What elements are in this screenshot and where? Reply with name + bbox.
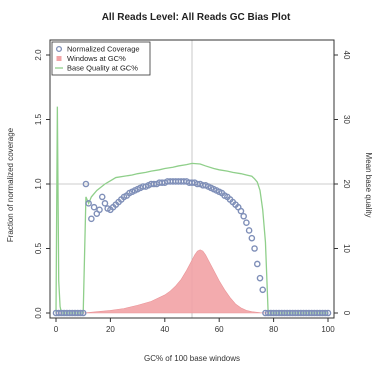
coverage-point [85, 200, 92, 207]
y2-tick-label: 40 [342, 51, 351, 60]
coverage-point [243, 219, 250, 226]
x-tick-label: 0 [54, 325, 59, 334]
y2-tick-label: 10 [342, 244, 351, 253]
x-tick-label: 40 [160, 325, 169, 334]
x-axis-label: GC% of 100 base windows [144, 354, 240, 363]
coverage-point [256, 274, 264, 282]
axes: 0 20 40 60 80 100 0.0 0.5 1.0 1.5 2.0 0 10 20 30 40 [34, 39, 351, 334]
legend-marker-square [56, 56, 62, 61]
coverage-point [253, 260, 261, 268]
y-tick-label: 2.0 [34, 49, 43, 61]
base-quality-line [55, 106, 328, 314]
coverage-point [240, 212, 247, 220]
coverage-point [79, 309, 87, 317]
coverage-point [321, 309, 329, 317]
coverage-point [324, 309, 332, 317]
legend-label: Windows at GC% [67, 54, 126, 63]
windows-at-gc-area [56, 249, 328, 314]
coverage-point [251, 245, 258, 252]
chart-title: All Reads Level: All Reads GC Bias Plot [102, 12, 291, 23]
plot-area [50, 40, 334, 318]
x-tick-label: 100 [321, 325, 335, 334]
coverage-point [96, 206, 103, 214]
coverage-point [248, 234, 256, 242]
coverage-point [90, 203, 98, 211]
coverage-point [259, 286, 267, 294]
y-tick-label: 0.5 [34, 242, 43, 254]
y-tick-label: 1.5 [34, 113, 43, 125]
y2-tick-label: 0 [342, 311, 351, 316]
coverage-point [82, 180, 90, 188]
coverage-point [101, 200, 109, 207]
coverage-point [237, 207, 245, 215]
legend-box [51, 41, 151, 76]
y2-tick-label: 20 [342, 180, 351, 189]
coverage-point [77, 309, 84, 317]
y2-tick-label: 30 [342, 115, 351, 124]
coverage-point [98, 193, 106, 201]
y-tick-label: 1.0 [34, 178, 43, 190]
x-tick-label: 20 [106, 325, 115, 334]
coverage-point [88, 215, 95, 223]
y2-axis-label: Mean base quality [364, 153, 372, 218]
legend-label: Normalized Coverage [67, 45, 140, 54]
coverage-point [245, 227, 253, 234]
y-axis-label: Fraction of normalized coverage [6, 127, 15, 242]
x-tick-label: 80 [269, 325, 278, 334]
plot-frame [49, 39, 335, 319]
legend-label: Base Quality at GC% [67, 64, 138, 73]
y-tick-label: 0.0 [34, 307, 43, 319]
legend-marker-circle [55, 45, 63, 53]
x-tick-label: 60 [215, 325, 224, 334]
